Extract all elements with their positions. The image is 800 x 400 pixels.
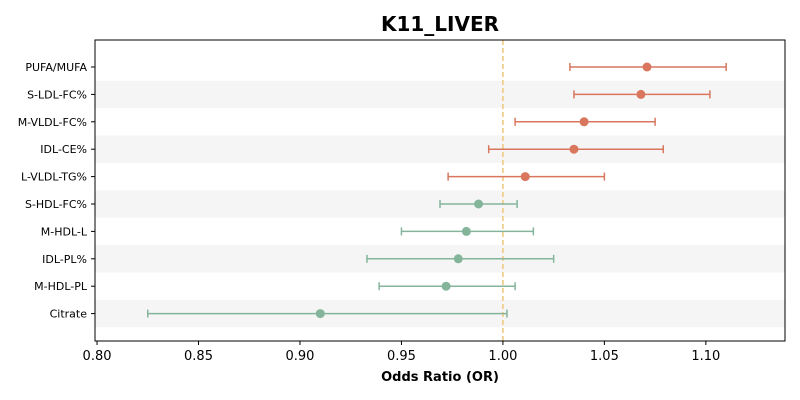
category-label: Citrate	[50, 308, 88, 321]
or-point	[474, 199, 484, 209]
odds-ratio-points	[315, 62, 652, 319]
row-band	[95, 135, 785, 163]
x-tick-label: 0.90	[285, 349, 314, 364]
x-tick-label: 1.00	[488, 349, 517, 364]
category-label: M-VLDL-FC%	[18, 116, 87, 129]
or-point	[569, 144, 579, 154]
x-axis-label: Odds Ratio (OR)	[381, 370, 499, 385]
category-label: M-HDL-L	[41, 225, 88, 238]
category-label: S-HDL-FC%	[25, 198, 87, 211]
or-point	[315, 309, 325, 319]
x-tick-label: 1.10	[691, 349, 720, 364]
category-label: PUFA/MUFA	[25, 61, 87, 74]
or-point	[636, 89, 646, 99]
category-label: M-HDL-PL	[34, 280, 88, 293]
x-axis-ticks: 0.80 0.85 0.90 0.95 1.00 1.05 1.10	[83, 341, 720, 364]
category-label: IDL-PL%	[42, 253, 87, 266]
or-point	[441, 281, 451, 291]
y-axis-ticks: PUFA/MUFA S-LDL-FC% M-VLDL-FC% IDL-CE% L-VLD…	[18, 61, 95, 321]
or-point	[642, 62, 652, 72]
category-label: L-VLDL-TG%	[21, 171, 87, 184]
or-point	[453, 254, 463, 264]
x-tick-label: 1.05	[590, 349, 619, 364]
or-point	[520, 172, 530, 182]
category-label: S-LDL-FC%	[27, 88, 87, 101]
x-tick-label: 0.85	[184, 349, 213, 364]
confidence-intervals	[147, 63, 727, 318]
or-point	[461, 226, 471, 236]
plot-frame	[94, 39, 786, 342]
or-point	[579, 117, 589, 127]
x-tick-label: 0.80	[83, 349, 112, 364]
chart-title: K11_LIVER	[381, 12, 499, 36]
x-tick-label: 0.95	[387, 349, 416, 364]
category-label: IDL-CE%	[40, 143, 87, 156]
